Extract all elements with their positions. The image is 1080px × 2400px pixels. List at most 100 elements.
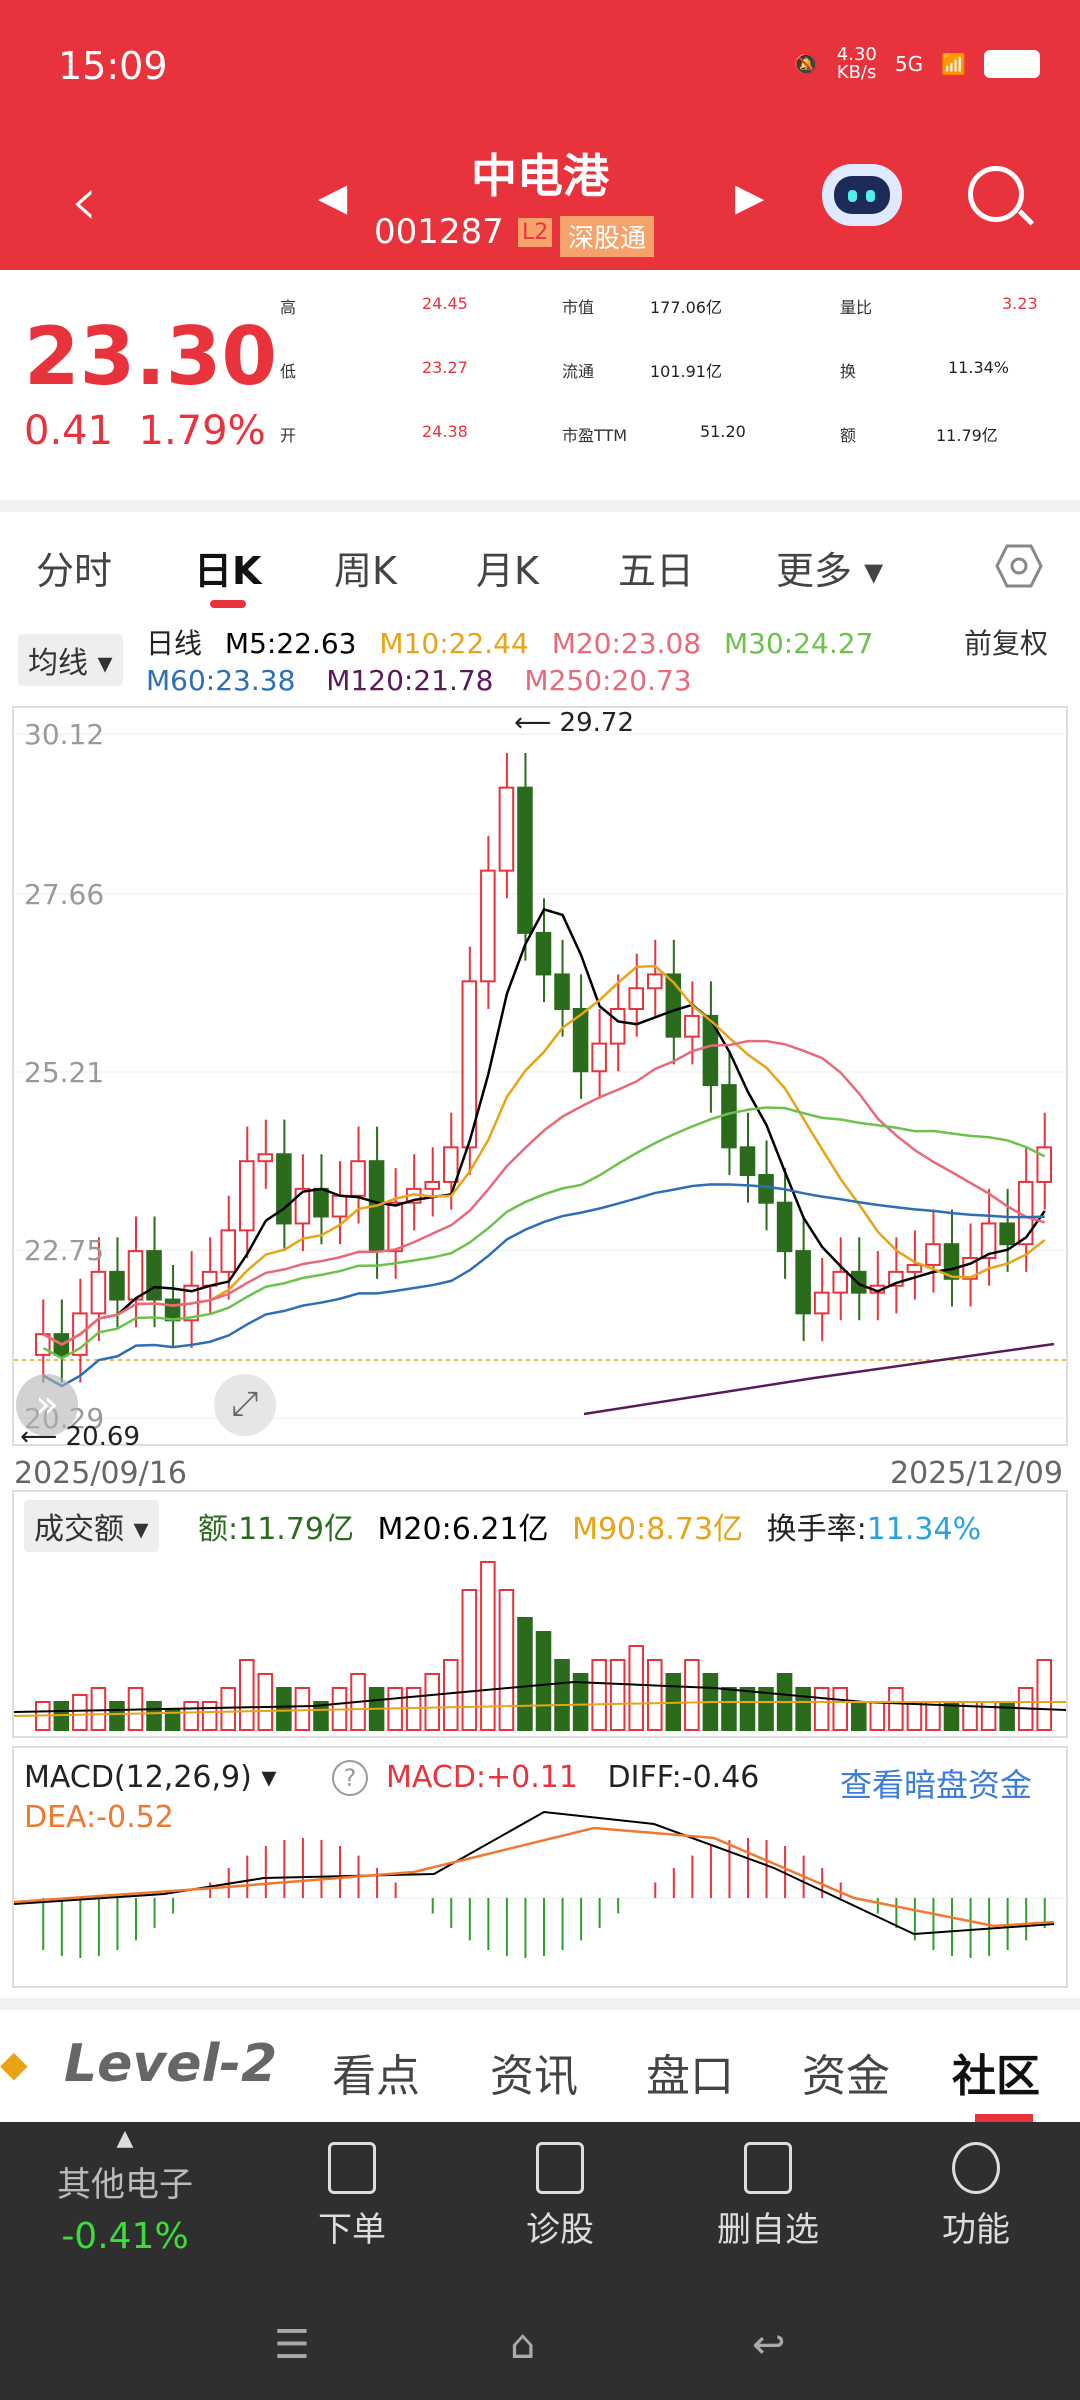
ma-line bbox=[42, 1039, 1046, 1346]
quote-panel: 23.30 0.41 1.79% 高 24.45 市值 177.06亿 量比 3… bbox=[0, 270, 1080, 500]
candle-body bbox=[498, 786, 515, 872]
label-float: 流通 bbox=[562, 362, 595, 381]
signal-icon: 5G bbox=[894, 52, 924, 76]
tab-fiveday[interactable]: 五日 bbox=[618, 549, 695, 593]
connect-badge: 深股通 bbox=[560, 216, 655, 257]
candle-body bbox=[980, 1222, 997, 1260]
macd-select-button[interactable]: MACD(12,26,9) ▾ bbox=[24, 1760, 277, 1795]
tab-more-label: 更多 bbox=[776, 549, 853, 593]
expand-left-icon[interactable]: » bbox=[16, 1374, 78, 1436]
tab-level2[interactable]: Level-2 bbox=[64, 2034, 278, 2094]
label-open: 开 bbox=[280, 426, 297, 445]
candle-body bbox=[220, 1229, 236, 1273]
change-percent: 1.79% bbox=[138, 408, 266, 454]
volume-bar bbox=[276, 1687, 292, 1731]
tab-orderbook[interactable]: 盘口 bbox=[646, 2051, 734, 2102]
volume-bar bbox=[999, 1701, 1015, 1731]
order-button[interactable]: 下单 bbox=[272, 2142, 432, 2251]
candle-body bbox=[832, 1270, 848, 1294]
volume-bar bbox=[795, 1687, 811, 1731]
volume-chart[interactable]: 成交额 ▾ 额:11.79亿 M20:6.21亿 M90:8.73亿 换手率:1… bbox=[12, 1490, 1068, 1738]
dark-pool-link[interactable]: 查看暗盘资金 bbox=[840, 1766, 1033, 1804]
status-time: 15:09 bbox=[58, 44, 168, 88]
volume-select-button[interactable]: 成交额 ▾ bbox=[24, 1500, 159, 1552]
kline-chart[interactable]: 30.12 27.66 25.21 22.75 20.29 ⟵ 29.72 ⟵ … bbox=[12, 706, 1068, 1452]
value-pe: 51.20 bbox=[700, 422, 746, 441]
order-icon bbox=[328, 2142, 376, 2194]
value-high: 24.45 bbox=[422, 294, 468, 313]
candle-body bbox=[609, 1008, 626, 1045]
macd-chart[interactable]: MACD(12,26,9) ▾ ? MACD:+0.11 DIFF:-0.46 … bbox=[12, 1746, 1068, 1988]
candle-body bbox=[239, 1160, 255, 1232]
adjust-mode[interactable]: 前复权 bbox=[964, 627, 1049, 660]
next-stock-icon[interactable]: ▶ bbox=[735, 175, 765, 219]
tab-weekly[interactable]: 周K bbox=[334, 549, 397, 593]
candle-body bbox=[146, 1250, 162, 1301]
label-high: 高 bbox=[280, 298, 297, 317]
tab-capital[interactable]: 资金 bbox=[802, 2051, 890, 2102]
system-nav-bar: ☰ ⌂ ↩ bbox=[0, 2298, 1080, 2400]
tab-community[interactable]: 社区 bbox=[952, 2051, 1040, 2102]
value-low: 23.27 bbox=[422, 358, 468, 377]
search-icon[interactable] bbox=[968, 166, 1024, 222]
label-amount: 额 bbox=[840, 426, 857, 445]
sector-change: -0.41% bbox=[61, 2216, 189, 2257]
volume-bar bbox=[684, 1659, 700, 1731]
order-label: 下单 bbox=[318, 2210, 386, 2250]
ma30: M30:24.27 bbox=[724, 627, 874, 660]
tab-highlights[interactable]: 看点 bbox=[332, 2051, 420, 2102]
candle-body bbox=[739, 1146, 756, 1177]
value-mktcap: 177.06亿 bbox=[650, 298, 722, 317]
back-nav-icon[interactable]: ↩ bbox=[752, 2322, 786, 2368]
candle-body bbox=[350, 1160, 366, 1197]
quote-row-high: 高 24.45 市值 177.06亿 量比 3.23 bbox=[280, 294, 1038, 318]
ma250: M250:20.73 bbox=[524, 664, 692, 697]
tab-monthly[interactable]: 月K bbox=[476, 549, 539, 593]
diagnose-button[interactable]: 诊股 bbox=[480, 2142, 640, 2251]
ai-assistant-icon[interactable] bbox=[822, 164, 902, 226]
settings-icon[interactable] bbox=[995, 542, 1043, 590]
turnover-label: 换手率: bbox=[766, 1512, 867, 1547]
remove-watchlist-icon bbox=[744, 2142, 792, 2194]
remove-watchlist-button[interactable]: 删自选 bbox=[688, 2142, 848, 2251]
mute-icon: 🔕 bbox=[793, 52, 819, 76]
battery-icon bbox=[984, 50, 1040, 78]
value-turnover: 11.34% bbox=[948, 358, 1010, 377]
help-icon[interactable]: ? bbox=[332, 1760, 368, 1796]
candle-body bbox=[1036, 1146, 1052, 1183]
price-change: 0.41 1.79% bbox=[24, 408, 266, 454]
change-value: 0.41 bbox=[24, 408, 114, 454]
sector-name: 其他电子 bbox=[57, 2165, 193, 2205]
candle-body bbox=[702, 1014, 719, 1087]
menu-nav-icon[interactable]: ☰ bbox=[274, 2322, 310, 2368]
volume-bar bbox=[832, 1687, 848, 1731]
ma10: M10:22.44 bbox=[379, 627, 529, 660]
volume-m90: M90:8.73亿 bbox=[572, 1512, 744, 1547]
volume-bar bbox=[480, 1561, 496, 1731]
fullscreen-icon[interactable]: ⤢ bbox=[214, 1374, 276, 1436]
sector-info[interactable]: ▲ 其他电子 -0.41% bbox=[20, 2126, 230, 2257]
volume-bar bbox=[925, 1701, 941, 1731]
candle-body bbox=[313, 1187, 329, 1218]
macd-legend: MACD:+0.11 DIFF:-0.46 bbox=[386, 1760, 759, 1795]
diagnose-label: 诊股 bbox=[526, 2210, 594, 2250]
function-icon bbox=[952, 2142, 1000, 2194]
back-icon[interactable]: ‹ bbox=[70, 160, 98, 242]
ma-select-button[interactable]: 均线 ▾ bbox=[18, 634, 123, 686]
candle-body bbox=[164, 1298, 181, 1322]
ma-period: 日线 bbox=[146, 627, 203, 660]
home-nav-icon[interactable]: ⌂ bbox=[510, 2322, 536, 2368]
candle-body bbox=[795, 1250, 811, 1315]
function-button[interactable]: 功能 bbox=[896, 2142, 1056, 2251]
tab-more[interactable]: 更多 ▾ bbox=[776, 549, 884, 593]
turnover-value: 11.34% bbox=[866, 1512, 982, 1547]
tab-daily[interactable]: 日K bbox=[194, 549, 262, 593]
candle-body bbox=[554, 973, 570, 1011]
tab-intraday[interactable]: 分时 bbox=[36, 549, 113, 593]
tab-news[interactable]: 资讯 bbox=[490, 2051, 578, 2102]
active-subtab-indicator bbox=[975, 2114, 1033, 2122]
volume-bar bbox=[1036, 1659, 1052, 1731]
quote-row-open: 开 24.38 市盈TTM 51.20 额 11.79亿 bbox=[280, 422, 998, 446]
prev-stock-icon[interactable]: ◀ bbox=[318, 175, 348, 219]
value-open: 24.38 bbox=[422, 422, 468, 441]
